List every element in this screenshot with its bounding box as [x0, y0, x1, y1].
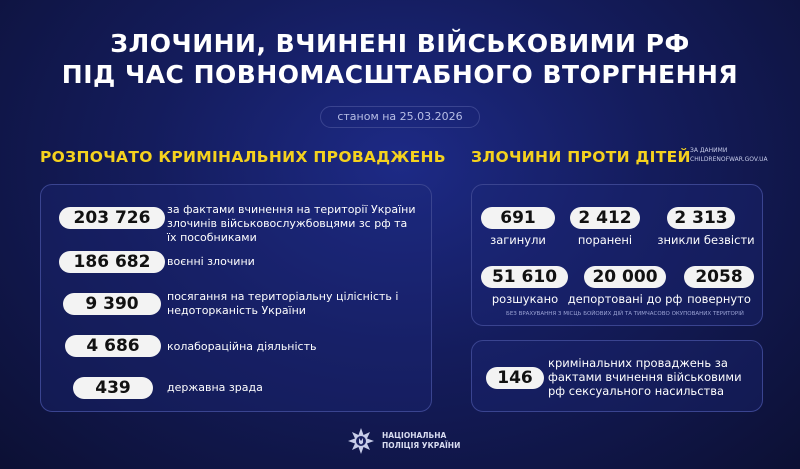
sexual-violence-card: 146 кримінальних проваджень за фактами в… — [471, 340, 763, 412]
stat-label: поранені — [577, 233, 633, 247]
stat-label: колабораційна діяльність — [167, 340, 317, 353]
stat-label: загинули — [490, 233, 546, 247]
stat-value: 439 — [73, 377, 153, 399]
stat-value: 691 — [481, 207, 555, 229]
police-star-icon — [348, 428, 374, 454]
stat-label: зникли безвісти — [657, 233, 755, 247]
left-heading: РОЗПОЧАТО КРИМІНАЛЬНИХ ПРОВАДЖЕНЬ — [40, 148, 446, 166]
stat-value: 51 610 — [481, 266, 568, 288]
page-title: ЗЛОЧИНИ, ВЧИНЕНІ ВІЙСЬКОВИМИ РФ ПІД ЧАС … — [0, 28, 800, 90]
stat-value: 20 000 — [584, 266, 666, 288]
stat-value: 146 — [486, 367, 544, 389]
stat-value: 4 686 — [65, 335, 161, 357]
stat-value: 186 682 — [59, 251, 165, 273]
stat-label: посягання на територіальну цілісність і … — [167, 290, 399, 317]
stat-value: 2 313 — [667, 207, 735, 229]
stat-label: за фактами вчинення на території України… — [167, 203, 416, 244]
footnote: без врахування з місць бойових дій та ти… — [506, 311, 744, 317]
stat-value: 2058 — [684, 266, 754, 288]
footer-line-1: НАЦІОНАЛЬНА — [382, 431, 447, 440]
stat-value: 9 390 — [63, 293, 161, 315]
right-heading: ЗЛОЧИНИ ПРОТИ ДІТЕЙ — [471, 148, 691, 166]
title-line-1: ЗЛОЧИНИ, ВЧИНЕНІ ВІЙСЬКОВИМИ РФ — [110, 29, 690, 58]
stat-label: депортовані до рф — [567, 292, 683, 306]
stat-label: державна зрада — [167, 381, 263, 394]
footer-line-2: ПОЛІЦІЯ УКРАЇНИ — [382, 441, 461, 450]
stat-label: розшукано — [491, 292, 559, 306]
source-note: за даними childrenofwar.gov.ua — [690, 147, 768, 163]
stat-label: воєнні злочини — [167, 255, 255, 268]
stat-label: кримінальних проваджень за фактами вчине… — [548, 356, 742, 398]
date-badge: станом на 25.03.2026 — [320, 106, 480, 128]
stat-value: 2 412 — [570, 207, 640, 229]
title-line-2: ПІД ЧАС ПОВНОМАСШТАБНОГО ВТОРГНЕННЯ — [61, 60, 739, 89]
police-logo: НАЦІОНАЛЬНА ПОЛІЦІЯ УКРАЇНИ — [348, 428, 460, 454]
stat-label: повернуто — [687, 292, 751, 306]
criminal-cases-card: 203 726 за фактами вчинення на території… — [40, 184, 432, 412]
stat-value: 203 726 — [59, 207, 165, 229]
